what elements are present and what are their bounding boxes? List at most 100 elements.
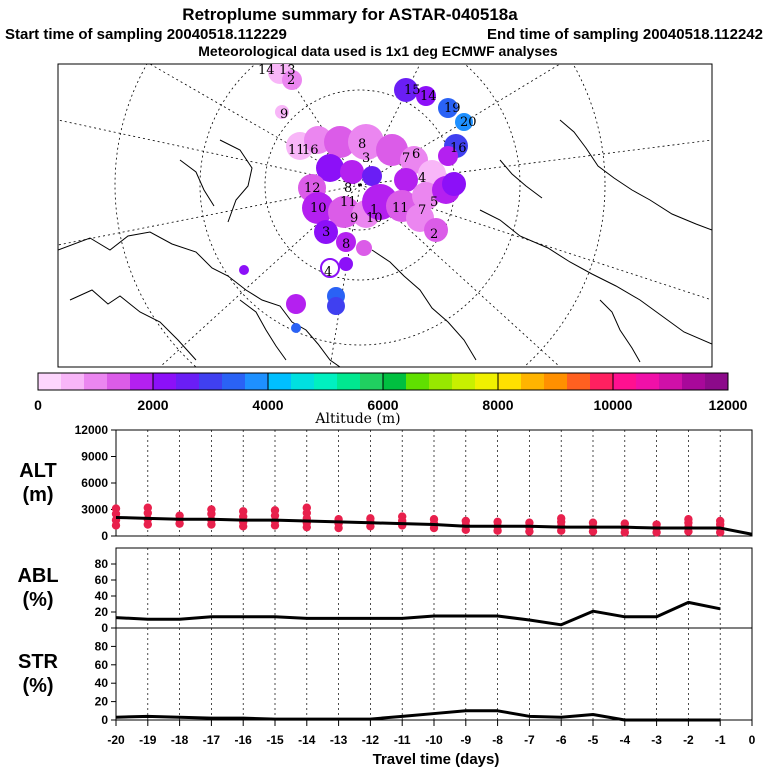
scatter-point — [429, 515, 439, 524]
colorbar-swatch — [452, 373, 476, 390]
scatter-point — [461, 516, 470, 526]
map-label: 7 — [402, 151, 410, 166]
map-label: 16 — [450, 141, 467, 156]
x-axis: -20 -19 -18 -17 -16 -15 -14 -13 -12 -11 -10 -9 -8 -7-… — [107, 720, 756, 747]
alt-series-line — [115, 515, 753, 536]
colorbar-label: Altitude (m) — [314, 411, 400, 427]
x-tick-label: -4 — [619, 733, 630, 747]
y-tick-label: 12000 — [75, 423, 109, 437]
y-tick-label: 20 — [95, 695, 109, 709]
str-panel: 80 60 40 20 0 STR(%) — [18, 627, 753, 727]
y-tick-label: 0 — [101, 713, 108, 727]
map-label: 2 — [287, 73, 295, 88]
scatter-point — [684, 515, 693, 524]
map-label: 4 — [418, 171, 426, 186]
colorbar-swatch — [245, 373, 269, 390]
colorbar-tick-label: 0 — [34, 397, 42, 413]
map-label: 14 — [420, 89, 437, 104]
x-tick-label: -7 — [524, 733, 535, 747]
y-axis-label: (%) — [22, 589, 53, 611]
colorbar-swatch — [337, 373, 361, 390]
x-tick-label: -18 — [171, 733, 189, 747]
map-label: 11 — [340, 195, 357, 210]
y-tick-label: 60 — [95, 658, 109, 672]
map-label: 4 — [324, 265, 332, 280]
x-tick-label: -2 — [683, 733, 694, 747]
scatter-point — [588, 518, 598, 527]
colorbar-swatch — [705, 373, 729, 390]
x-tick-label: -15 — [266, 733, 284, 747]
y-tick-label: 40 — [95, 589, 109, 603]
colorbar-swatch — [360, 373, 384, 390]
x-tick-label: -5 — [588, 733, 599, 747]
y-tick-label: 0 — [101, 529, 108, 543]
x-tick-label: -16 — [235, 733, 253, 747]
colorbar-swatch — [153, 373, 177, 390]
x-tick-label: -12 — [362, 733, 380, 747]
y-tick-label: 20 — [95, 605, 109, 619]
chart-title: Retroplume summary for ASTAR-040518a — [182, 5, 518, 24]
colorbar-swatch — [268, 373, 292, 390]
abl-series-line — [115, 600, 721, 627]
map-label: 13 — [279, 63, 296, 78]
start-time: Start time of sampling 20040518.112229 — [5, 26, 287, 43]
colorbar-tick-label: 8000 — [482, 397, 513, 413]
y-axis-label: STR — [18, 651, 59, 673]
colorbar-tick-label: 6000 — [367, 397, 398, 413]
y-tick-label: 40 — [95, 676, 109, 690]
x-tick-label: -3 — [651, 733, 662, 747]
map-label: 11 — [288, 143, 305, 158]
colorbar-swatch — [61, 373, 85, 390]
y-tick-label: 80 — [95, 639, 109, 653]
x-tick-label: -19 — [139, 733, 157, 747]
y-tick-label: 3000 — [81, 503, 108, 517]
scatter-point — [366, 514, 375, 523]
y-axis-label: (%) — [22, 675, 53, 697]
colorbar — [37, 372, 729, 391]
colorbar-swatch — [659, 373, 683, 390]
map-label: 10 — [366, 211, 383, 226]
colorbar-swatch — [291, 373, 315, 390]
colorbar-ticks: 0 2000 4000 6000 8000 10000 12000 — [34, 373, 748, 413]
met-data-note: Meteorological data used is 1x1 deg ECMW… — [198, 43, 558, 59]
map-label: 8 — [358, 137, 366, 152]
abl-panel: 80 60 40 20 0 ABL(%) — [17, 547, 753, 635]
colorbar-swatch — [682, 373, 706, 390]
end-time: End time of sampling 20040518.112242 — [487, 26, 763, 43]
colorbar-swatch — [590, 373, 614, 390]
map-label: 7 — [418, 203, 426, 218]
map-label: 3 — [322, 225, 330, 240]
scatter-point — [493, 517, 502, 527]
y-axis-label: (m) — [22, 484, 53, 506]
colorbar-swatch — [406, 373, 430, 390]
x-tick-label: -11 — [394, 733, 411, 747]
x-tick-label: -10 — [425, 733, 443, 747]
colorbar-swatch — [429, 373, 453, 390]
map-label: 14 — [258, 63, 275, 78]
colorbar-swatch — [107, 373, 131, 390]
scatter-point — [398, 512, 407, 521]
scatter-point — [270, 506, 280, 515]
map-label: 11 — [392, 201, 409, 216]
x-tick-label: -6 — [556, 733, 567, 747]
y-tick-label: 0 — [101, 621, 108, 635]
colorbar-swatch — [521, 373, 545, 390]
time-series-panels: 120009000600030000ALT(m)806040200ABL(%)8… — [17, 423, 753, 727]
scatter-point — [716, 516, 725, 526]
colorbar-tick-label: 10000 — [594, 397, 633, 413]
colorbar-swatch — [130, 373, 154, 390]
x-tick-label: -17 — [203, 733, 221, 747]
colorbar-tick-label: 12000 — [709, 397, 748, 413]
x-tick-label: -14 — [298, 733, 316, 747]
colorbar-swatch — [475, 373, 499, 390]
x-tick-label: -8 — [492, 733, 503, 747]
map-label: 9 — [350, 211, 358, 226]
map-label: 2 — [430, 227, 438, 242]
map-label: 8 — [344, 181, 352, 196]
scatter-point — [557, 514, 566, 523]
map-label: 3 — [362, 151, 370, 166]
map-label: 6 — [412, 147, 420, 162]
x-tick-label: 0 — [749, 733, 756, 747]
y-tick-label: 80 — [95, 557, 109, 571]
